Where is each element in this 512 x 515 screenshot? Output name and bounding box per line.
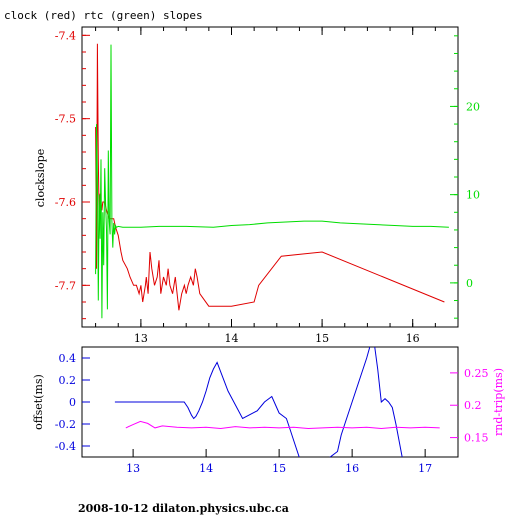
bottom-ylabel-right: rnd-trip(ms) — [492, 368, 505, 436]
top-ylabel: clockslope — [34, 149, 47, 207]
bottom-ylabel-left: offset(ms) — [32, 374, 45, 430]
bottom-series-group — [114, 347, 440, 457]
bottom-series-magenta — [125, 420, 440, 430]
bx-tick-label-4: 17 — [418, 462, 432, 475]
left-tick-label-2: -7.6 — [55, 196, 76, 209]
rtt-tick-label-1: 0.2 — [464, 399, 482, 412]
offset-tick-label-4: -0.4 — [55, 440, 76, 453]
x-tick-label-2: 15 — [315, 332, 329, 345]
x-tick-label-3: 16 — [406, 332, 420, 345]
bx-tick-label-1: 14 — [199, 462, 213, 475]
rtt-tick-label-0: 0.25 — [464, 367, 489, 380]
bx-tick-label-0: 13 — [126, 462, 140, 475]
offset-tick-label-0: 0.4 — [59, 352, 77, 365]
top-chart: -7.4 -7.5 -7.6 -7.7 0 10 20 13 14 15 16 clockslope — [34, 26, 480, 345]
footer-label: 2008-10-12 dilaton.physics.ubc.ca — [78, 502, 289, 515]
left-tick-label-1: -7.5 — [55, 113, 76, 126]
x-tick-label-1: 14 — [224, 332, 238, 345]
rtt-tick-label-2: 0.15 — [464, 432, 489, 445]
left-tick-label-0: -7.4 — [55, 29, 76, 42]
offset-tick-label-1: 0.2 — [59, 374, 77, 387]
right-tick-label-2: 20 — [466, 100, 480, 113]
top-series-red — [95, 43, 445, 311]
bx-tick-label-2: 15 — [272, 462, 286, 475]
top-plot-frame — [81, 26, 459, 328]
bx-tick-label-3: 16 — [345, 462, 359, 475]
right-tick-label-0: 0 — [466, 277, 473, 290]
top-series-green — [95, 44, 449, 319]
left-tick-label-3: -7.7 — [55, 279, 76, 292]
chart-title: clock (red) rtc (green) slopes — [4, 9, 203, 22]
bottom-series-blue — [114, 347, 403, 457]
x-tick-label-0: 13 — [134, 332, 148, 345]
bottom-chart: 0.4 0.2 0 -0.2 -0.4 0.25 0.2 0.15 13 14 15 16 17 offs… — [32, 346, 505, 475]
right-tick-label-1: 10 — [466, 189, 480, 202]
offset-tick-label-3: -0.2 — [55, 418, 76, 431]
offset-tick-label-2: 0 — [69, 396, 76, 409]
